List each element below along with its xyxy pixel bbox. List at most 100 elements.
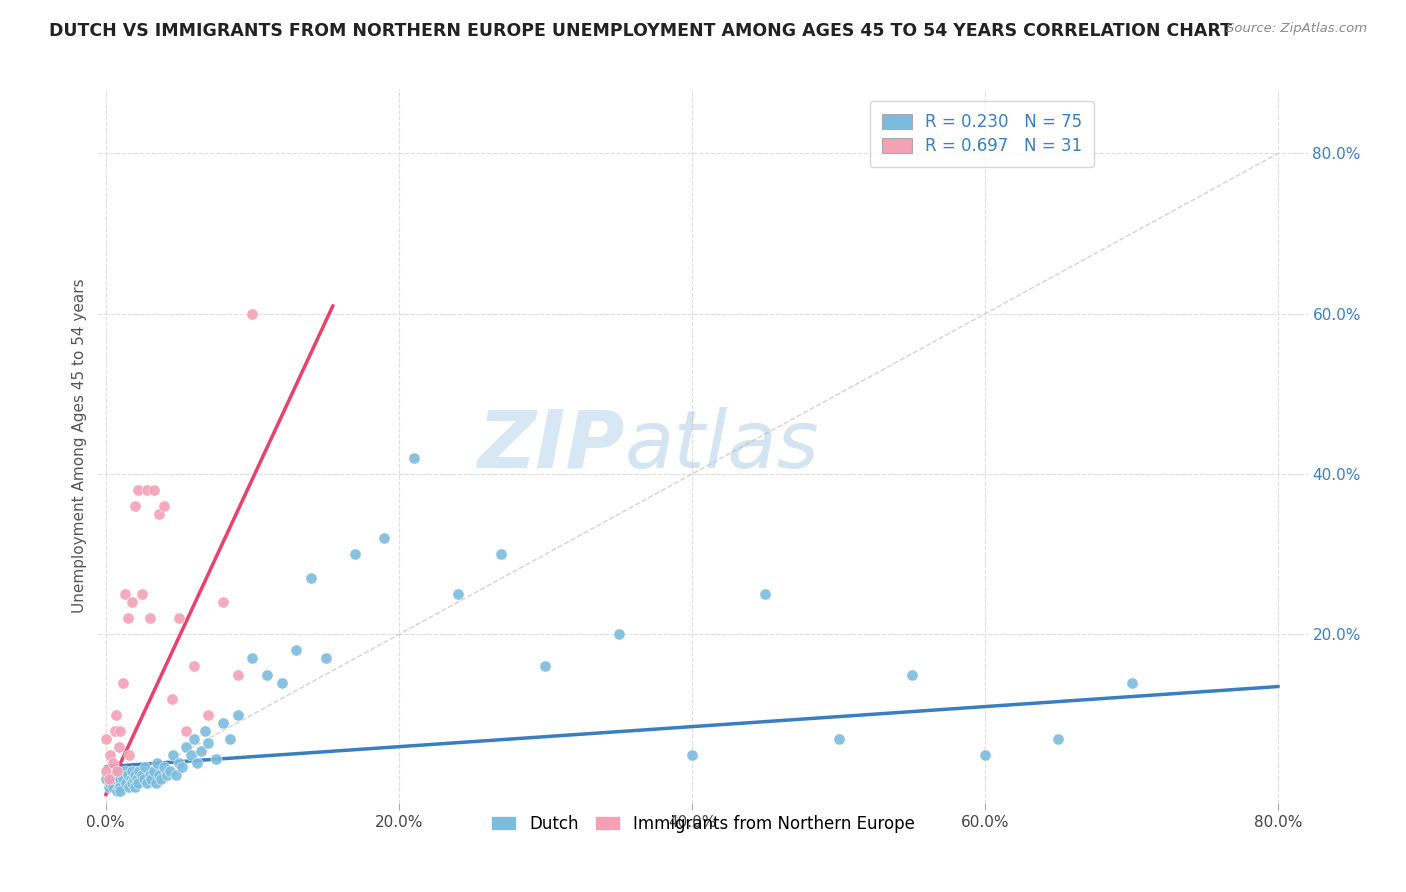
Point	[299, 571, 322, 585]
Point	[240, 307, 263, 321]
Point	[162, 747, 184, 762]
Point	[107, 764, 129, 778]
Point	[167, 611, 190, 625]
Point	[150, 772, 173, 786]
Point	[226, 667, 249, 681]
Text: Source: ZipAtlas.com: Source: ZipAtlas.com	[1226, 22, 1367, 36]
Point	[121, 776, 143, 790]
Point	[143, 483, 166, 497]
Point	[183, 659, 205, 673]
Point	[180, 747, 202, 762]
Point	[204, 752, 226, 766]
Point	[124, 768, 146, 782]
Point	[115, 776, 138, 790]
Point	[146, 756, 169, 770]
Point	[121, 595, 143, 609]
Point	[197, 736, 219, 750]
Point	[118, 747, 141, 762]
Point	[114, 587, 136, 601]
Point	[125, 772, 148, 786]
Point	[183, 731, 205, 746]
Point	[156, 768, 179, 782]
Point	[148, 507, 170, 521]
Point	[94, 772, 117, 786]
Point	[176, 739, 198, 754]
Point	[124, 499, 146, 513]
Text: ZIP: ZIP	[477, 407, 624, 485]
Point	[176, 723, 198, 738]
Point	[1121, 675, 1143, 690]
Point	[226, 707, 249, 722]
Point	[120, 772, 142, 786]
Text: DUTCH VS IMMIGRANTS FROM NORTHERN EUROPE UNEMPLOYMENT AMONG AGES 45 TO 54 YEARS : DUTCH VS IMMIGRANTS FROM NORTHERN EUROPE…	[49, 22, 1232, 40]
Point	[167, 756, 190, 770]
Point	[135, 776, 157, 790]
Point	[107, 764, 129, 778]
Point	[128, 764, 150, 778]
Point	[124, 780, 146, 794]
Point	[118, 780, 141, 794]
Y-axis label: Unemployment Among Ages 45 to 54 years: Unemployment Among Ages 45 to 54 years	[72, 278, 87, 614]
Point	[160, 691, 183, 706]
Point	[131, 587, 153, 601]
Legend: Dutch, Immigrants from Northern Europe: Dutch, Immigrants from Northern Europe	[482, 806, 924, 841]
Point	[212, 595, 235, 609]
Point	[315, 651, 337, 665]
Point	[754, 587, 776, 601]
Text: atlas: atlas	[624, 407, 820, 485]
Point	[110, 772, 132, 786]
Point	[138, 611, 160, 625]
Point	[343, 547, 366, 561]
Point	[117, 611, 139, 625]
Point	[240, 651, 263, 665]
Point	[607, 627, 630, 641]
Point	[107, 784, 129, 798]
Point	[97, 772, 120, 786]
Point	[135, 483, 157, 497]
Point	[112, 772, 135, 786]
Point	[127, 483, 149, 497]
Point	[105, 772, 128, 786]
Point	[114, 764, 136, 778]
Point	[901, 667, 924, 681]
Point	[194, 723, 217, 738]
Point	[121, 764, 143, 778]
Point	[285, 643, 308, 657]
Point	[134, 760, 156, 774]
Point	[97, 780, 120, 794]
Point	[101, 756, 124, 770]
Point	[117, 768, 139, 782]
Point	[103, 723, 125, 738]
Point	[122, 772, 145, 786]
Point	[101, 780, 124, 794]
Point	[148, 768, 170, 782]
Point	[145, 776, 167, 790]
Point	[212, 715, 235, 730]
Point	[681, 747, 703, 762]
Point	[127, 776, 149, 790]
Point	[141, 772, 163, 786]
Point	[534, 659, 557, 673]
Point	[197, 707, 219, 722]
Point	[159, 764, 181, 778]
Point	[138, 768, 160, 782]
Point	[190, 744, 212, 758]
Point	[98, 776, 121, 790]
Point	[165, 768, 187, 782]
Point	[446, 587, 468, 601]
Point	[94, 764, 117, 778]
Point	[103, 768, 125, 782]
Point	[108, 739, 131, 754]
Point	[110, 780, 132, 794]
Point	[1047, 731, 1070, 746]
Point	[98, 747, 121, 762]
Point	[219, 731, 242, 746]
Point	[491, 547, 513, 561]
Point	[108, 780, 131, 794]
Point	[256, 667, 278, 681]
Point	[94, 731, 117, 746]
Point	[153, 499, 176, 513]
Point	[827, 731, 849, 746]
Point	[110, 723, 132, 738]
Point	[143, 764, 166, 778]
